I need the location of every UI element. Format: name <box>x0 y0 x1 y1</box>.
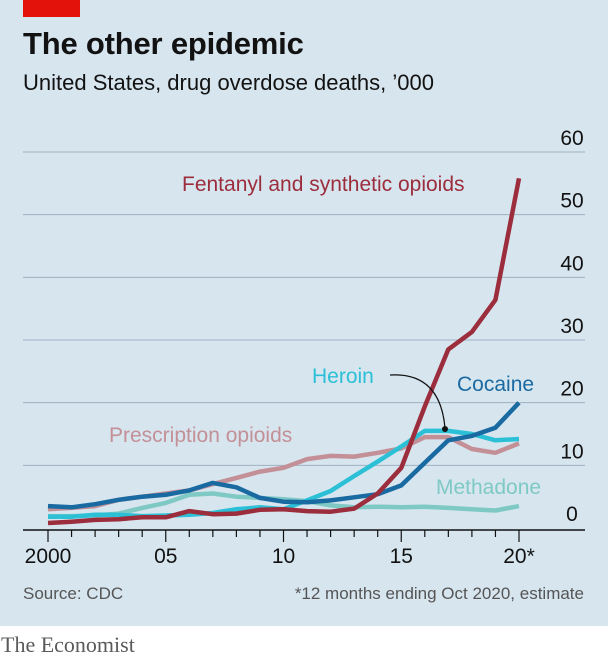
series-label-fentanyl-and-synthetic-opioids: Fentanyl and synthetic opioids <box>182 173 465 196</box>
x-tick-label-20star: 20* <box>503 545 535 568</box>
x-tick-label-05: 05 <box>154 545 177 568</box>
series-label-heroin: Heroin <box>312 365 374 388</box>
series-label-cocaine: Cocaine <box>457 373 534 396</box>
y-tick-label-10: 10 <box>560 440 583 463</box>
x-tick-label-15: 15 <box>390 545 413 568</box>
series-label-prescription-opioids: Prescription opioids <box>109 424 292 447</box>
y-tick-label-30: 30 <box>560 315 583 338</box>
source-note: Source: CDC <box>23 584 124 603</box>
series-line-methadone <box>48 491 520 519</box>
series-line-cocaine <box>47 401 521 510</box>
y-tick-label-50: 50 <box>560 190 583 213</box>
heroin-leader-dot <box>442 426 448 432</box>
series-label-methadone: Methadone <box>436 476 541 499</box>
chart-title: The other epidemic <box>23 26 304 61</box>
y-tick-label-0: 0 <box>566 503 578 526</box>
heroin-leader-line <box>389 374 446 429</box>
footnote: *12 months ending Oct 2020, estimate <box>294 584 584 603</box>
x-tick-label-2000: 2000 <box>25 545 72 568</box>
y-tick-label-20: 20 <box>560 378 583 401</box>
chart-subtitle: United States, drug overdose deaths, ’00… <box>23 70 434 95</box>
y-tick-label-60: 60 <box>560 127 583 150</box>
footer-bar <box>0 626 608 662</box>
economist-red-tag <box>23 0 80 17</box>
series-line-fentanyl-and-synthetic-opioids <box>47 177 522 526</box>
x-tick-label-10: 10 <box>272 545 295 568</box>
y-tick-label-40: 40 <box>560 252 583 275</box>
brand-logo: The Economist <box>1 632 135 657</box>
